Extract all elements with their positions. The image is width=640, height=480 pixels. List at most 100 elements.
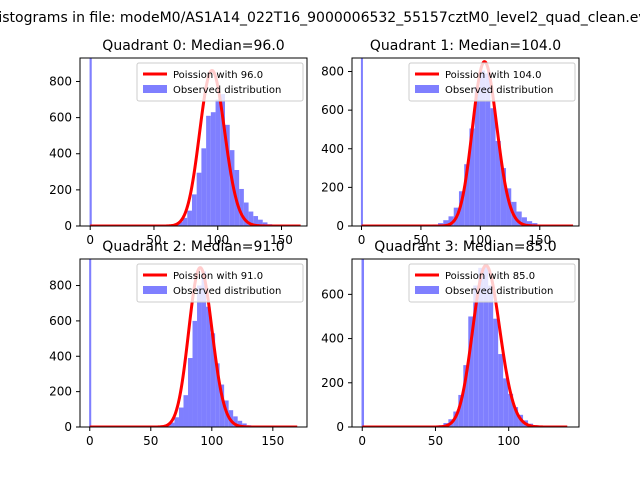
- quadrant-0-bar-0: [89, 58, 92, 226]
- quadrant-1-ytick-label-1: 200: [321, 180, 344, 194]
- quadrant-0-xtick-label-0: 0: [86, 233, 94, 247]
- quadrant-0-xtick-label-1: 50: [146, 233, 161, 247]
- quadrant-2-bar-12: [215, 363, 220, 427]
- quadrant-1-axes-frame: [351, 57, 580, 227]
- quadrant-3-bar-10: [483, 265, 489, 427]
- quadrant-3-ytick-label-2: 400: [321, 332, 344, 346]
- quadrant-3-bar-13: [498, 354, 504, 427]
- quadrant-0-bar-8: [206, 115, 211, 226]
- quadrant-3-bar-12: [493, 318, 499, 427]
- quadrant-2-bar-6: [188, 358, 193, 427]
- quadrant-2-bar-2: [169, 422, 175, 427]
- quadrant-3-ytick-label-0: 0: [336, 420, 344, 434]
- quadrant-3-axes-frame: [351, 258, 580, 428]
- quadrant-3-bar-11: [488, 285, 494, 427]
- quadrant-0-title: Quadrant 0: Median=96.0: [102, 38, 284, 54]
- quadrant-3-xtick-label-1: 50: [428, 434, 443, 448]
- quadrant-1-panel: 0 50 100 150 0 200 400 600 800 Quadrant 1: Median…: [321, 38, 580, 247]
- quadrant-0-ytick-label-1: 200: [49, 183, 72, 197]
- quadrant-0-bar-12: [224, 124, 230, 226]
- quadrant-1-bar-3: [443, 220, 449, 226]
- quadrant-1-legend-box: [408, 62, 576, 102]
- figure-suptitle: Histograms in file: modeM0/AS1A14_022T16…: [0, 10, 640, 26]
- quadrant-3-legend: Poission with 85.0 Observed distribution: [408, 263, 576, 303]
- quadrant-1-xtick-label-0: 0: [358, 233, 366, 247]
- quadrant-2-bar-18: [242, 423, 247, 427]
- quadrant-0-bar-10: [215, 99, 221, 226]
- quadrant-3-legend-box: [408, 263, 576, 303]
- quadrant-2-bar-9: [201, 271, 207, 427]
- quadrant-1-legend-label-observed: Observed distribution: [445, 85, 553, 96]
- quadrant-2-ytick-label-0: 0: [64, 420, 72, 434]
- quadrant-0-ytick-label-0: 0: [64, 219, 72, 233]
- quadrant-1-xtick-label-3: 150: [528, 233, 551, 247]
- quadrant-2-ytick-label-2: 400: [49, 349, 72, 363]
- quadrant-0-bar-7: [201, 148, 207, 226]
- quadrant-2-bar-11: [210, 333, 216, 427]
- quadrant-1-xtick-label-1: 50: [413, 233, 428, 247]
- quadrant-0-histogram: [89, 58, 273, 226]
- quadrant-0-bar-6: [196, 172, 202, 226]
- quadrant-0-bar-2: [177, 222, 183, 226]
- quadrant-3-bar-8: [473, 285, 479, 427]
- quadrant-3-legend-label-poisson: Poission with 85.0: [445, 271, 535, 282]
- quadrant-0-axes-frame: [79, 57, 308, 227]
- quadrant-0-panel: 0 50 100 150 0 200 400 600 800 Quadrant 0: Median…: [49, 38, 308, 247]
- quadrant-2-bar-4: [178, 407, 184, 427]
- quadrant-0-bar-3: [182, 217, 188, 226]
- quadrant-2-legend: Poission with 91.0 Observed distribution: [136, 263, 304, 303]
- quadrant-0-bar-16: [243, 202, 249, 226]
- quadrant-1-title: Quadrant 1: Median=104.0: [370, 38, 561, 54]
- quadrant-2-xtick-label-0: 0: [86, 434, 94, 448]
- quadrant-2-bar-16: [233, 416, 238, 427]
- quadrant-1-legend-fill-swatch: [415, 85, 439, 93]
- quadrant-2-legend-box: [136, 263, 304, 303]
- quadrant-3-bar-6: [463, 365, 469, 427]
- quadrant-2-bar-5: [183, 395, 189, 427]
- quadrant-0-bar-4: [187, 210, 192, 226]
- quadrant-2-bar-0: [89, 259, 92, 427]
- quadrant-1-bar-4: [448, 216, 454, 226]
- quadrant-2-xtick-label-1: 50: [143, 434, 158, 448]
- quadrant-1-xtick-label-2: 100: [469, 233, 492, 247]
- quadrant-0-legend-label-poisson: Poission with 96.0: [173, 70, 263, 81]
- quadrant-0-ytick-label-4: 800: [49, 74, 72, 88]
- quadrant-0-ytick-label-2: 400: [49, 147, 72, 161]
- quadrant-3-bar-15: [508, 393, 514, 427]
- quadrant-0-ytick-label-3: 600: [49, 111, 72, 125]
- panels-group: 0 50 100 150 0 200 400 600 800 Quadrant 0: Median…: [49, 38, 580, 448]
- quadrant-3-xtick-label-2: 100: [497, 434, 520, 448]
- quadrant-1-ytick-label-3: 600: [321, 103, 344, 117]
- quadrant-3-legend-label-observed: Observed distribution: [445, 286, 553, 297]
- quadrant-1-bar-14: [500, 168, 507, 226]
- quadrant-1-legend-label-poisson: Poission with 104.0: [445, 70, 541, 81]
- quadrant-2-bar-13: [219, 384, 225, 427]
- quadrant-2-ytick-label-1: 200: [49, 385, 72, 399]
- quadrant-2-legend-label-observed: Observed distribution: [173, 286, 281, 297]
- quadrant-1-bar-0: [360, 58, 363, 226]
- quadrant-2-legend-fill-swatch: [143, 286, 167, 294]
- quadrant-1-bar-12: [490, 108, 496, 226]
- quadrant-2-bar-10: [206, 306, 211, 427]
- quadrant-0-legend-label-observed: Observed distribution: [173, 85, 281, 96]
- quadrant-1-bar-6: [458, 191, 465, 226]
- quadrant-3-bar-14: [503, 378, 509, 427]
- quadrant-1-bar-15: [506, 188, 512, 226]
- quadrant-0-xtick-label-2: 100: [206, 233, 229, 247]
- quadrant-1-ytick-label-4: 800: [321, 65, 344, 79]
- quadrant-0-legend-fill-swatch: [143, 85, 167, 93]
- quadrant-0-legend-box: [136, 62, 304, 102]
- quadrant-2-histogram: [89, 259, 252, 427]
- quadrant-3-panel: 0 50 100 0 200 400 600 Quadrant 3: Median=85.0 P…: [321, 239, 580, 448]
- quadrant-3-ytick-label-3: 600: [321, 287, 344, 301]
- quadrant-3-title: Quadrant 3: Median=85.0: [374, 239, 556, 255]
- quadrant-3-bar-5: [458, 394, 464, 427]
- quadrant-2-axes-frame: [79, 258, 308, 428]
- quadrant-1-bar-13: [495, 141, 501, 226]
- quadrant-3-xtick-label-0: 0: [358, 434, 366, 448]
- quadrant-0-legend: Poission with 96.0 Observed distribution: [136, 62, 304, 102]
- quadrant-3-bar-7: [468, 316, 474, 427]
- quadrant-2-xtick-label-3: 150: [261, 434, 284, 448]
- quadrant-0-bar-19: [258, 219, 263, 226]
- quadrant-2-title: Quadrant 2: Median=91.0: [102, 239, 284, 255]
